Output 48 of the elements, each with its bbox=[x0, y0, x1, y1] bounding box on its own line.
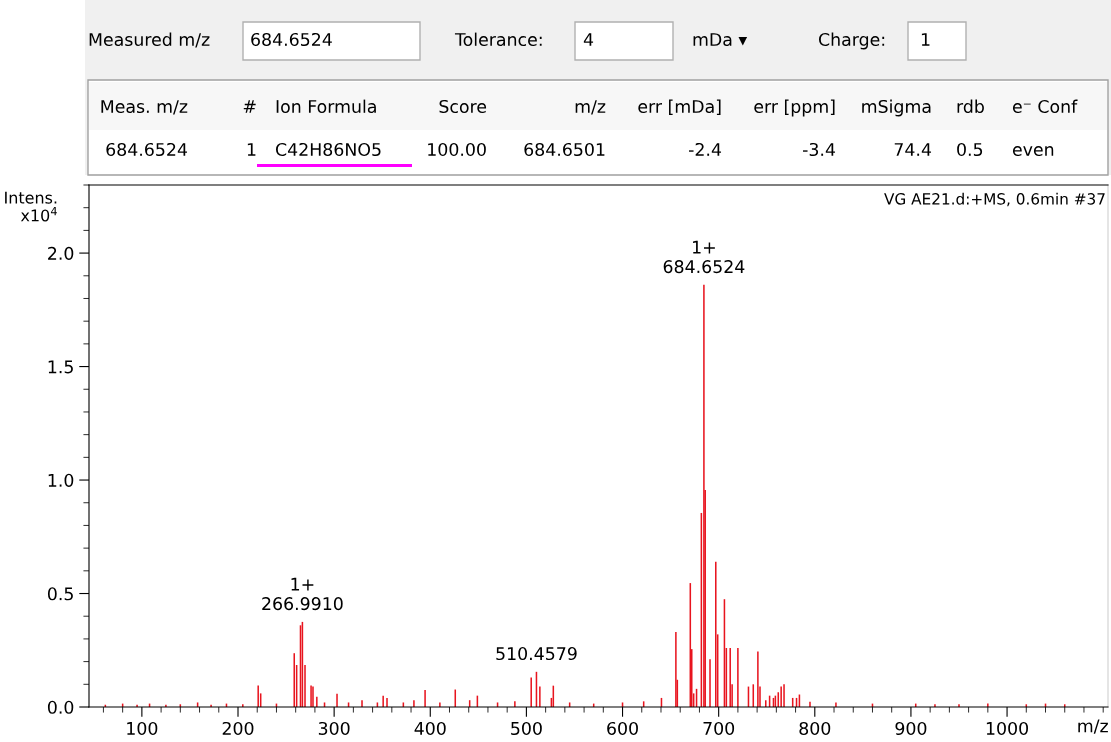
text: 74.4 bbox=[894, 143, 932, 156]
x-tick-label: 600 bbox=[607, 721, 638, 736]
y-tick-label: 1.0 bbox=[48, 473, 74, 487]
annotation: 1+ 684.6524 bbox=[663, 240, 745, 274]
text: e⁻ Conf bbox=[1012, 99, 1078, 114]
x-tick-label: 900 bbox=[895, 721, 927, 736]
y-axis-title: Intens. x10$^{4}$ bbox=[5, 191, 57, 222]
y-tick-label: 0.5 bbox=[47, 587, 73, 601]
text: err [ppm] bbox=[754, 99, 835, 117]
text: err [mDa] bbox=[638, 99, 721, 116]
text: mSigma bbox=[862, 99, 931, 117]
y-tick-label: 0.0 bbox=[47, 700, 74, 714]
x-tick-label: 200 bbox=[222, 721, 254, 736]
text: mDa ▾ bbox=[693, 33, 748, 47]
text: 684.6524 bbox=[251, 32, 332, 47]
y-tick-label: 1.5 bbox=[48, 360, 73, 374]
x-tick-label: 500 bbox=[511, 721, 542, 736]
text: m/z bbox=[575, 100, 606, 115]
y-tick-label: 2.0 bbox=[48, 246, 74, 260]
x-tick-label: 800 bbox=[799, 721, 831, 736]
x-tick-label: 400 bbox=[414, 721, 446, 736]
text: Meas. m/z bbox=[101, 100, 188, 115]
text: Tolerance: bbox=[454, 32, 542, 47]
annotation: 1+ 266.9910 bbox=[262, 577, 343, 611]
text: 4 bbox=[583, 33, 594, 46]
text: 684.6524 bbox=[106, 142, 188, 157]
x-tick-label: 700 bbox=[703, 721, 735, 736]
text: Score bbox=[439, 99, 487, 114]
text: Ion Formula bbox=[276, 99, 376, 114]
annotation: VG AE21.d:+MS, 0.6min #37 bbox=[884, 192, 1105, 207]
text: 684.6501 bbox=[524, 142, 605, 157]
x-axis-title: m/z bbox=[1078, 719, 1108, 734]
text: # bbox=[243, 100, 256, 113]
x-tick-label: 1000 bbox=[986, 721, 1028, 736]
text: 1 bbox=[247, 143, 256, 156]
text: rdb bbox=[957, 99, 984, 114]
text: Charge: bbox=[818, 32, 885, 50]
text: 1 bbox=[921, 33, 930, 46]
x-tick-label: 300 bbox=[318, 721, 350, 736]
text: -3.4 bbox=[802, 142, 836, 157]
x-tick-label: 100 bbox=[127, 721, 158, 736]
text: -2.4 bbox=[688, 142, 722, 156]
annotation: 510.4579 bbox=[496, 646, 577, 661]
text: Measured m/z bbox=[89, 32, 210, 48]
text: 0.5 bbox=[957, 142, 983, 157]
text: even bbox=[1012, 146, 1054, 157]
text: 100.00 bbox=[428, 142, 486, 157]
text: C42H86NO5 bbox=[275, 142, 381, 157]
